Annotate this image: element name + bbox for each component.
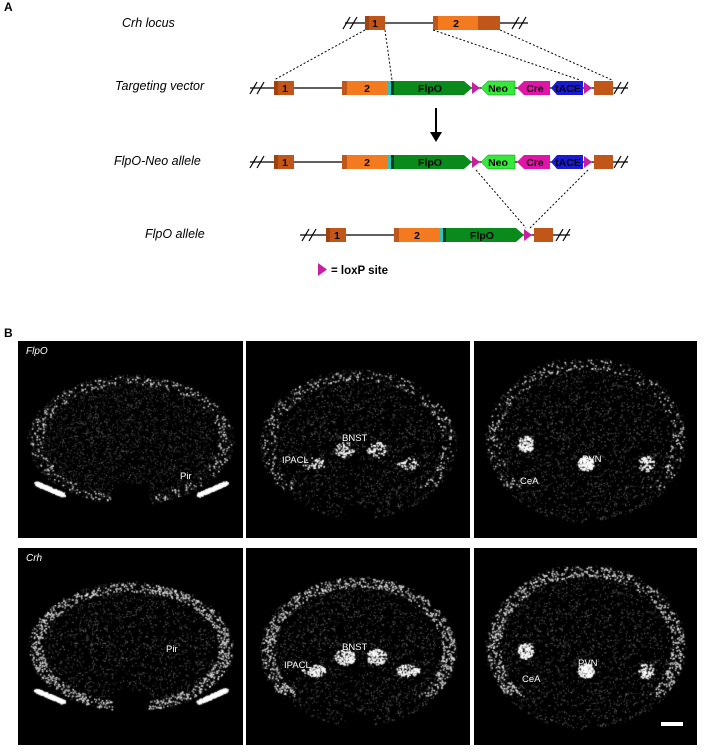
flpo-label: FlpO (418, 157, 442, 169)
flpo-cassette (446, 228, 524, 242)
break-mark (342, 16, 358, 30)
exon-2 (342, 81, 388, 95)
crh-locus-label: Crh locus (122, 16, 175, 30)
exon-2-3prime (534, 228, 553, 242)
exon-1 (274, 81, 294, 95)
exon-2 (342, 155, 388, 169)
cre-label: Cre (526, 157, 544, 169)
region-label-pir: Pir (166, 644, 178, 655)
exon-1 (274, 155, 294, 169)
region-label-ipacl: IPACL (282, 455, 309, 466)
exon-1-label: 1 (334, 230, 340, 242)
gene-label-crh: Crh (26, 553, 43, 564)
tace-label: tACE (555, 83, 581, 95)
gene-targeting-diagram: 1 2 1 (249, 16, 629, 242)
down-arrow-icon (430, 108, 442, 142)
neo-cassette (480, 154, 516, 170)
loxp-site (472, 156, 480, 168)
micrograph-flpo-section-1: FlpO Pir (18, 341, 243, 538)
break-mark (511, 16, 527, 30)
region-label-bnst: BNST (342, 433, 368, 444)
break-mark (613, 155, 629, 169)
exon-2-label: 2 (414, 230, 420, 242)
cre-label: Cre (526, 83, 544, 95)
flpo-label: FlpO (418, 83, 442, 95)
neo-cassette (480, 80, 516, 96)
break-mark (613, 81, 629, 95)
cre-cassette (517, 81, 550, 95)
excision-lines (475, 169, 589, 229)
exon-2-label: 2 (364, 83, 370, 95)
exon-2-3prime (594, 155, 613, 169)
exon-2 (394, 228, 440, 242)
cre-cassette (517, 155, 550, 169)
panel-b-letter: B (4, 326, 13, 340)
loxp-site-icon (318, 263, 327, 276)
loxp-site (472, 82, 480, 94)
exon-1-label: 1 (282, 157, 288, 169)
region-label-bnst: BNST (342, 642, 368, 653)
loxp-site (584, 82, 592, 94)
targeting-vector-label: Targeting vector (115, 79, 205, 93)
panel-a-letter: A (4, 0, 13, 14)
loxp-site (524, 229, 532, 241)
loxp-site (584, 156, 592, 168)
break-mark (249, 155, 265, 169)
flpo-neo-allele-label: FlpO-Neo allele (114, 154, 201, 168)
region-label-pir: Pir (180, 471, 192, 482)
gene-label-flpo: FlpO (26, 346, 48, 357)
flpo-cassette (394, 155, 472, 169)
tace-cassette (551, 155, 583, 169)
region-label-ipacl: IPACL (284, 660, 311, 671)
neo-label: Neo (488, 157, 508, 169)
exon-1 (326, 228, 346, 242)
exon-1 (365, 16, 385, 30)
flpo-neo-allele-construct: 1 2 FlpO Neo Cre tACE (249, 154, 629, 170)
break-mark (301, 228, 317, 242)
exon-1-label: 1 (372, 18, 378, 30)
micrograph-crh-section-3: PVN CeA (474, 548, 697, 745)
flpo-cassette (394, 81, 472, 95)
break-mark (249, 81, 265, 95)
region-label-pvn: PVN (578, 658, 598, 669)
scale-bar (661, 722, 683, 726)
loxp-legend: = loxP site (318, 263, 388, 277)
exon-1-label: 1 (282, 83, 288, 95)
neo-label: Neo (488, 83, 508, 95)
exon-2-3prime (594, 81, 613, 95)
region-label-pvn: PVN (582, 454, 602, 465)
targeting-vector-construct: 1 2 FlpO Neo Cre tACE (249, 80, 629, 96)
flpo-allele-construct: 1 2 FlpO (300, 228, 571, 242)
crh-locus-construct: 1 2 (342, 16, 528, 30)
micrograph-flpo-section-2: BNST IPACL (246, 341, 470, 538)
flpo-allele-label: FlpO allele (145, 227, 205, 241)
tace-label: tACE (555, 157, 581, 169)
micrograph-flpo-section-3: PVN CeA (474, 341, 697, 538)
micrograph-crh-section-1: Crh Pir (18, 548, 243, 745)
homology-lines-top (273, 29, 613, 81)
loxp-legend-text: = loxP site (331, 265, 389, 277)
region-label-cea: CeA (520, 476, 539, 487)
exon-2-label: 2 (453, 18, 459, 30)
exon-2-label: 2 (364, 157, 370, 169)
micrograph-crh-section-2: BNST IPACL (246, 548, 470, 745)
region-label-cea: CeA (522, 674, 541, 685)
flpo-label: FlpO (470, 230, 494, 242)
break-mark (555, 228, 571, 242)
tace-cassette (551, 81, 583, 95)
